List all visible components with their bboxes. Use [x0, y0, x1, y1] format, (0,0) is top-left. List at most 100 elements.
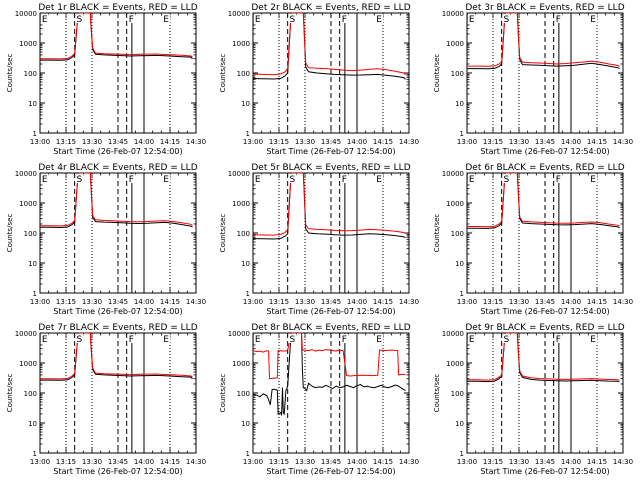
marker-label-bg [340, 174, 349, 183]
marker-label-f: F [129, 335, 134, 345]
marker-label-bg [253, 174, 262, 183]
y-tick-label: 10000 [15, 10, 37, 18]
marker-label-bg [502, 14, 511, 23]
marker-label-bg [554, 174, 563, 183]
y-tick-label: 10000 [15, 170, 37, 178]
y-tick-label: 10 [28, 420, 37, 428]
x-tick-label: 14:00 [134, 138, 154, 146]
marker-label-bg [554, 14, 563, 23]
panel-title: Det 1r BLACK = Events, RED = LLD [38, 3, 197, 13]
marker-label-bg [467, 14, 476, 23]
marker-label-bg [502, 334, 511, 343]
y-tick-label: 1000 [446, 200, 464, 208]
x-tick-label: 14:15 [373, 458, 393, 466]
marker-label-bg [554, 334, 563, 343]
x-tick-label: 14:15 [587, 458, 607, 466]
marker-label-s: S [504, 15, 510, 25]
y-tick-label: 1000 [232, 40, 250, 48]
x-tick-label: 13:45 [321, 298, 341, 306]
x-tick-label: 14:00 [134, 298, 154, 306]
x-tick-label: 13:45 [108, 458, 128, 466]
x-tick-label: 13:30 [295, 458, 315, 466]
y-tick-label: 10 [241, 260, 250, 268]
x-tick-label: 14:30 [613, 298, 633, 306]
x-tick-label: 14:30 [186, 298, 206, 306]
y-tick-label: 10000 [442, 170, 464, 178]
y-tick-label: 1000 [446, 360, 464, 368]
y-tick-label: 10 [241, 100, 250, 108]
y-axis-label: Counts/sec [433, 54, 441, 93]
lld-series-line [40, 333, 193, 380]
panel-title: Det 2r BLACK = Events, RED = LLD [251, 3, 410, 13]
y-tick-label: 10 [455, 100, 464, 108]
marker-label-s: S [77, 15, 83, 25]
marker-label-e: E [590, 175, 596, 185]
marker-label-bg [127, 334, 136, 343]
marker-label-f: F [342, 15, 347, 25]
x-tick-label: 13:00 [30, 298, 50, 306]
marker-label-f: F [129, 15, 134, 25]
panel-3: Det 3r BLACK = Events, RED = LLD 1 10 100 10… [433, 3, 633, 156]
lld-series-line [253, 333, 406, 380]
marker-label-bg [340, 14, 349, 23]
x-tick-label: 13:15 [269, 458, 289, 466]
marker-label-bg [288, 14, 297, 23]
y-tick-label: 100 [237, 390, 250, 398]
y-tick-label: 100 [24, 230, 37, 238]
marker-label-s: S [77, 335, 83, 345]
marker-label-bg [75, 174, 84, 183]
y-tick-label: 100 [237, 70, 250, 78]
marker-label-bg [589, 14, 598, 23]
panel-title: Det 9r BLACK = Events, RED = LLD [465, 323, 624, 333]
events-series-line [253, 13, 406, 80]
x-tick-label: 13:30 [295, 298, 315, 306]
marker-label-s: S [290, 15, 296, 25]
events-series-line [467, 13, 620, 70]
x-tick-label: 14:15 [160, 138, 180, 146]
marker-label-e: E [255, 175, 261, 185]
x-tick-label: 13:45 [108, 138, 128, 146]
x-tick-label: 14:15 [587, 298, 607, 306]
x-tick-label: 14:00 [561, 138, 581, 146]
marker-label-bg [375, 334, 384, 343]
y-tick-label: 10 [455, 260, 464, 268]
y-axis-label: Counts/sec [219, 54, 227, 93]
marker-label-e: E [590, 15, 596, 25]
y-tick-label: 1000 [19, 360, 37, 368]
x-tick-label: 13:00 [243, 298, 263, 306]
y-tick-label: 10000 [228, 170, 250, 178]
y-tick-label: 100 [451, 390, 464, 398]
marker-label-bg [162, 334, 171, 343]
x-tick-label: 13:00 [30, 138, 50, 146]
y-tick-label: 10000 [15, 330, 37, 338]
panel-title: Det 4r BLACK = Events, RED = LLD [38, 163, 197, 173]
marker-label-bg [127, 14, 136, 23]
lld-series-line [467, 333, 620, 381]
x-tick-label: 13:15 [56, 298, 76, 306]
x-tick-label: 14:00 [561, 298, 581, 306]
y-axis-label: Counts/sec [219, 374, 227, 413]
x-axis-label: Start Time (26-Feb-07 12:54:00) [266, 307, 395, 316]
x-tick-label: 14:15 [160, 298, 180, 306]
marker-label-e: E [376, 15, 382, 25]
y-tick-label: 1 [246, 130, 250, 138]
lld-series-line [467, 173, 620, 228]
x-axis-label: Start Time (26-Feb-07 12:54:00) [266, 467, 395, 476]
events-series-line [40, 333, 193, 381]
marker-label-e: E [590, 335, 596, 345]
marker-label-bg [40, 334, 49, 343]
marker-label-bg [75, 14, 84, 23]
y-axis-label: Counts/sec [6, 374, 14, 413]
marker-label-bg [253, 14, 262, 23]
panel-title: Det 5r BLACK = Events, RED = LLD [251, 163, 410, 173]
x-tick-label: 13:15 [483, 458, 503, 466]
marker-label-bg [40, 14, 49, 23]
y-tick-label: 1 [460, 130, 464, 138]
x-tick-label: 13:00 [457, 138, 477, 146]
marker-label-bg [75, 334, 84, 343]
panel-title: Det 8r BLACK = Events, RED = LLD [251, 323, 410, 333]
panel-1: Det 1r BLACK = Events, RED = LLD 1 10 100 10… [6, 3, 206, 156]
x-tick-label: 13:30 [82, 458, 102, 466]
marker-label-e: E [163, 175, 169, 185]
x-tick-label: 13:15 [56, 138, 76, 146]
